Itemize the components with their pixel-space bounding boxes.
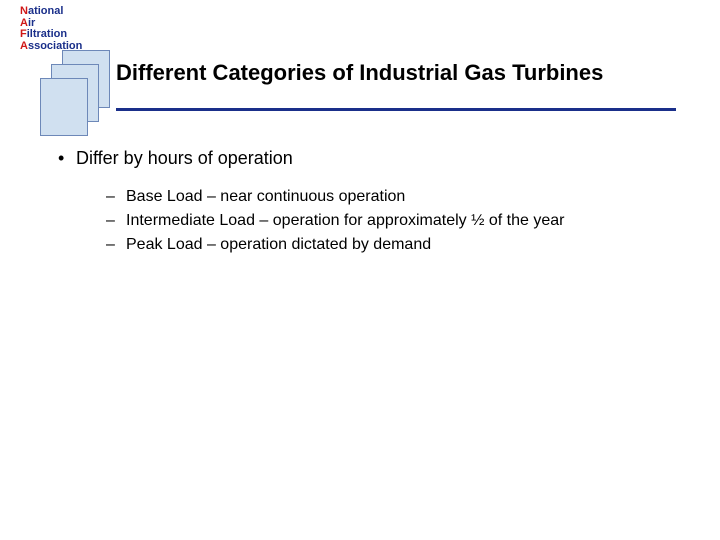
bullet-marker: • — [58, 148, 76, 169]
bullet-text: Differ by hours of operation — [76, 148, 293, 168]
logo-line2-rest: ir — [28, 17, 35, 29]
logo-graphic — [40, 50, 118, 136]
bullet-text: Intermediate Load – operation for approx… — [126, 212, 564, 229]
logo-line1-initial: N — [20, 5, 28, 17]
dash-marker: – — [106, 233, 126, 257]
logo-line3-initial: F — [20, 28, 27, 40]
bullet-text: Peak Load – operation dictated by demand — [126, 236, 431, 253]
logo-line1-rest: ational — [28, 5, 63, 17]
bullet-text: Base Load – near continuous operation — [126, 188, 405, 205]
logo-line4-initial: A — [20, 40, 28, 52]
logo-text: National Air Filtration Association — [20, 6, 114, 52]
logo-sheet-icon — [40, 78, 88, 136]
logo: National Air Filtration Association — [20, 6, 114, 52]
slide: National Air Filtration Association Diff… — [0, 0, 720, 540]
logo-line2-initial: A — [20, 17, 28, 29]
title-underline — [116, 108, 676, 111]
bullet-level2-group: –Base Load – near continuous operation –… — [106, 185, 658, 257]
bullet-level2: –Intermediate Load – operation for appro… — [106, 209, 658, 233]
slide-body: •Differ by hours of operation –Base Load… — [58, 148, 658, 257]
logo-line3-rest: iltration — [27, 28, 67, 40]
slide-title: Different Categories of Industrial Gas T… — [116, 60, 603, 86]
dash-marker: – — [106, 209, 126, 233]
bullet-level1: •Differ by hours of operation — [58, 148, 658, 169]
dash-marker: – — [106, 185, 126, 209]
bullet-level2: –Peak Load – operation dictated by deman… — [106, 233, 658, 257]
bullet-level2: –Base Load – near continuous operation — [106, 185, 658, 209]
